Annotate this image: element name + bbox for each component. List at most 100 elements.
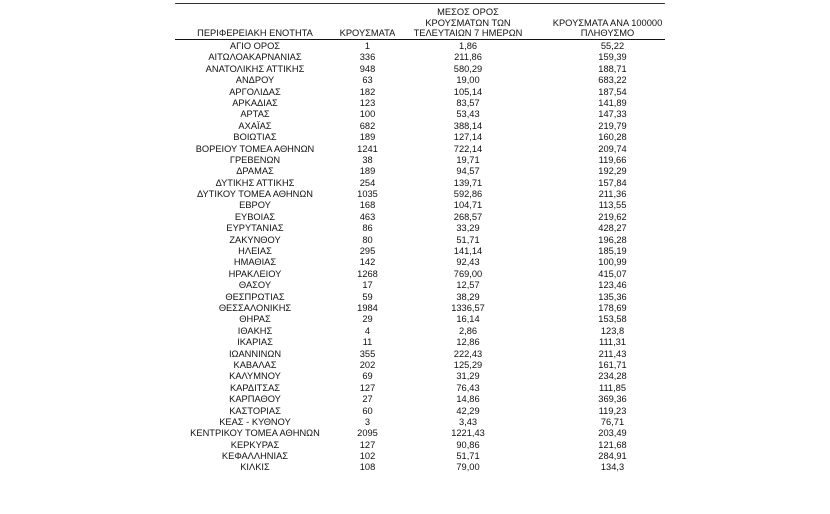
cell-region: ΗΛΕΙΑΣ — [238, 246, 272, 257]
cell-region: ΑΝΑΤΟΛΙΚΗΣ ΑΤΤΙΚΗΣ — [205, 63, 305, 74]
table-row: ΚΑΛΥΜΝΟΥ 69 31,29 234,28 — [175, 371, 665, 382]
cell-per100k: 135,36 — [598, 291, 627, 302]
cell-cases: 1268 — [357, 268, 378, 279]
table-row: ΚΕΡΚΥΡΑΣ 127 90,86 121,68 — [175, 440, 665, 451]
cell-region: ΙΚΑΡΙΑΣ — [237, 337, 273, 348]
cell-avg7: 19,71 — [456, 154, 480, 165]
cell-cases: 463 — [359, 211, 376, 222]
table-row: ΑΡΚΑΔΙΑΣ 123 83,57 141,89 — [175, 98, 665, 109]
table-row: ΙΩΑΝΝΙΝΩΝ 355 222,43 211,43 — [175, 349, 665, 360]
cell-per100k: 161,71 — [598, 359, 627, 370]
cell-avg7: 12,57 — [456, 280, 480, 291]
cell-per100k: 159,39 — [598, 52, 627, 63]
cell-region: ΑΝΔΡΟΥ — [235, 75, 275, 86]
table-row: ΖΑΚΥΝΘΟΥ 80 51,71 196,28 — [175, 235, 665, 246]
table-row: ΗΛΕΙΑΣ 295 141,14 185,19 — [175, 246, 665, 257]
table-row: ΚΑΡΔΙΤΣΑΣ 127 76,43 111,85 — [175, 383, 665, 394]
cell-cases: 1 — [364, 41, 371, 51]
cell-avg7: 1221,43 — [451, 428, 485, 439]
cell-per100k: 209,74 — [598, 143, 627, 154]
header-bottom-border — [175, 39, 665, 40]
cell-per100k: 100,99 — [598, 257, 627, 268]
cell-cases: 60 — [362, 405, 373, 416]
cell-region: ΚΙΛΚΙΣ — [240, 462, 270, 473]
cell-avg7: 51,71 — [456, 451, 480, 462]
cell-cases: 102 — [359, 451, 376, 462]
cell-cases: 127 — [359, 439, 376, 450]
cell-per100k: 111,85 — [598, 382, 627, 393]
table-row: ΓΡΕΒΕΝΩΝ 38 19,71 119,66 — [175, 155, 665, 166]
cell-avg7: 222,43 — [453, 348, 483, 359]
cell-region: ΔΥΤΙΚΗΣ ΑΤΤΙΚΗΣ — [215, 177, 295, 188]
cell-region: ΑΡΚΑΔΙΑΣ — [232, 97, 278, 108]
table-row: ΚΕΑΣ - ΚΥΘΝΟΥ 3 3,43 76,71 — [175, 417, 665, 428]
cell-avg7: 105,14 — [453, 86, 483, 97]
cell-region: ΙΩΑΝΝΙΝΩΝ — [228, 348, 282, 359]
header-per100k-line2: ΠΛΗΘΥΣΜΟ — [580, 28, 635, 39]
cell-avg7: 388,14 — [453, 120, 483, 131]
cell-per100k: 119,66 — [598, 154, 627, 165]
cell-region: ΑΡΓΟΛΙΔΑΣ — [229, 86, 281, 97]
table-row: ΕΥΒΟΙΑΣ 463 268,57 219,62 — [175, 212, 665, 223]
table-row: ΔΥΤΙΚΟΥ ΤΟΜΕΑ ΑΘΗΝΩΝ 1035 592,86 211,36 — [175, 189, 665, 200]
cell-avg7: 1336,57 — [451, 302, 485, 313]
cell-region: ΚΕΝΤΡΙΚΟΥ ΤΟΜΕΑ ΑΘΗΝΩΝ — [190, 428, 320, 439]
cell-per100k: 111,31 — [598, 337, 627, 348]
cell-per100k: 187,54 — [598, 86, 627, 97]
cell-per100k: 141,89 — [598, 97, 627, 108]
table-row: ΑΙΤΩΛΟΑΚΑΡΝΑΝΙΑΣ 336 211,86 159,39 — [175, 52, 665, 63]
cell-cases: 202 — [359, 359, 376, 370]
cell-region: ΕΥΒΟΙΑΣ — [234, 211, 276, 222]
cell-per100k: 147,33 — [598, 109, 627, 120]
cell-cases: 69 — [362, 371, 373, 382]
header-avg7-line1: ΜΕΣΟΣ ΟΡΟΣ — [437, 7, 499, 18]
cell-cases: 11 — [362, 337, 373, 348]
cell-avg7: 211,86 — [454, 52, 482, 63]
cell-avg7: 2,86 — [458, 325, 478, 336]
cell-region: ΒΟΙΩΤΙΑΣ — [233, 132, 277, 143]
cell-cases: 189 — [359, 132, 376, 143]
cell-per100k: 123,8 — [600, 325, 625, 336]
cell-avg7: 125,29 — [453, 359, 483, 370]
cell-region: ΗΡΑΚΛΕΙΟΥ — [228, 268, 282, 279]
cell-per100k: 211,43 — [598, 348, 627, 359]
cell-region: ΔΥΤΙΚΟΥ ΤΟΜΕΑ ΑΘΗΝΩΝ — [196, 189, 314, 200]
cell-cases: 254 — [359, 177, 376, 188]
cell-per100k: 178,69 — [598, 302, 627, 313]
cell-avg7: 580,29 — [453, 63, 483, 74]
cell-cases: 1241 — [357, 143, 378, 154]
cell-avg7: 1,86 — [458, 41, 478, 51]
cell-region: ΚΑΛΥΜΝΟΥ — [229, 371, 281, 382]
cell-cases: 38 — [362, 154, 373, 165]
cell-cases: 86 — [362, 223, 373, 234]
cell-avg7: 79,00 — [456, 462, 480, 473]
cell-cases: 100 — [359, 109, 376, 120]
cell-avg7: 127,14 — [453, 132, 483, 143]
cell-cases: 127 — [359, 382, 376, 393]
table-row: ΑΡΤΑΣ 100 53,43 147,33 — [175, 109, 665, 120]
table-row: ΑΝΑΤΟΛΙΚΗΣ ΑΤΤΙΚΗΣ 948 580,29 188,71 — [175, 64, 665, 75]
cell-per100k: 153,58 — [598, 314, 627, 325]
cell-cases: 27 — [362, 394, 373, 405]
table-row: ΗΡΑΚΛΕΙΟΥ 1268 769,00 415,07 — [175, 269, 665, 280]
cell-per100k: 157,84 — [598, 177, 627, 188]
cell-per100k: 119,23 — [598, 405, 627, 416]
cell-region: ΚΕΡΚΥΡΑΣ — [230, 439, 280, 450]
cell-region: ΑΙΤΩΛΟΑΚΑΡΝΑΝΙΑΣ — [208, 52, 302, 63]
table-row: ΑΝΔΡΟΥ 63 19,00 683,22 — [175, 75, 665, 86]
cell-per100k: 192,29 — [598, 166, 627, 177]
cell-region: ΓΡΕΒΕΝΩΝ — [229, 154, 281, 165]
table-row: ΒΟΡΕΙΟΥ ΤΟΜΕΑ ΑΘΗΝΩΝ 1241 722,14 209,74 — [175, 144, 665, 155]
cell-avg7: 53,43 — [456, 109, 480, 120]
cell-per100k: 211,36 — [598, 189, 627, 200]
table-row: ΑΧΑΪΑΣ 682 388,14 219,79 — [175, 121, 665, 132]
cell-cases: 355 — [359, 348, 376, 359]
table-row: ΘΑΣΟΥ 17 12,57 123,46 — [175, 280, 665, 291]
cell-avg7: 31,29 — [456, 371, 480, 382]
cell-avg7: 722,14 — [453, 143, 483, 154]
cell-avg7: 92,43 — [456, 257, 480, 268]
cell-per100k: 219,79 — [598, 120, 627, 131]
cell-region: ΘΗΡΑΣ — [239, 314, 271, 325]
cell-cases: 168 — [359, 200, 376, 211]
table-row: ΘΕΣΣΑΛΟΝΙΚΗΣ 1984 1336,57 178,69 — [175, 303, 665, 314]
